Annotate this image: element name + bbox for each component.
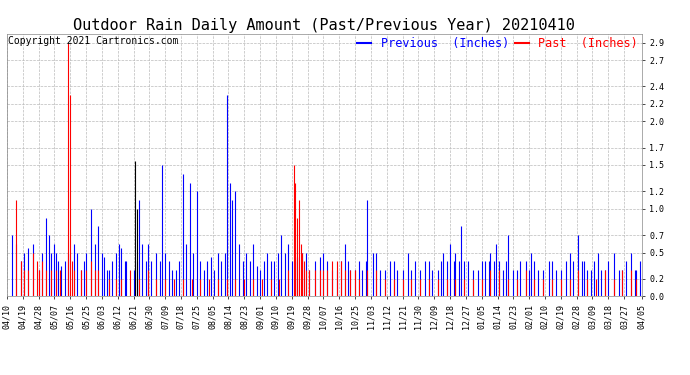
Title: Outdoor Rain Daily Amount (Past/Previous Year) 20210410: Outdoor Rain Daily Amount (Past/Previous…: [73, 18, 575, 33]
Legend: Previous  (Inches), Past  (Inches): Previous (Inches), Past (Inches): [356, 36, 640, 51]
Text: Copyright 2021 Cartronics.com: Copyright 2021 Cartronics.com: [8, 36, 178, 46]
